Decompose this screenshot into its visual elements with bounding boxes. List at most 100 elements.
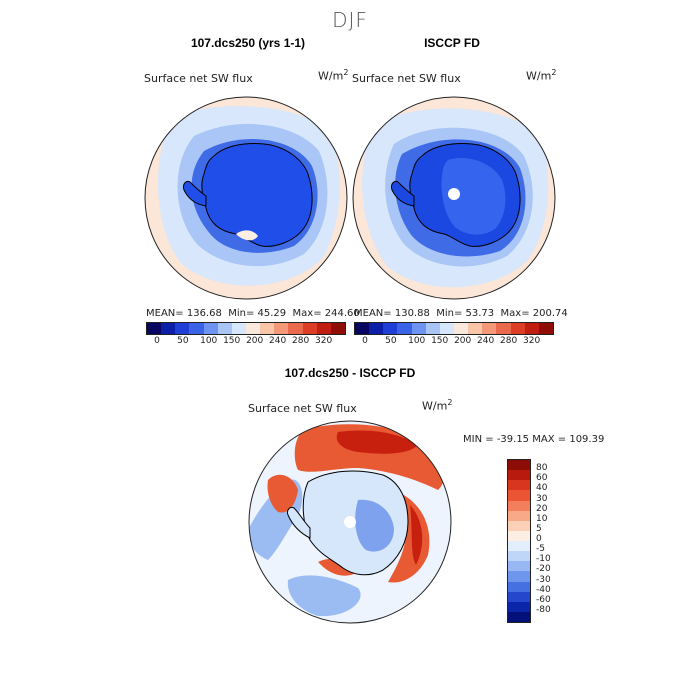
colorbar-swatch (508, 490, 530, 501)
colorbar-swatch (330, 323, 345, 334)
colorbar-tick-label: 20 (536, 503, 548, 514)
colorbar-swatch (508, 601, 530, 612)
colorbar-tick-label: 320 (523, 336, 541, 346)
colorbar-swatch (383, 323, 398, 334)
colorbar-tick-label: 5 (536, 523, 542, 534)
colorbar-tick-label: 10 (536, 513, 548, 524)
colorbar-tick-label: -60 (536, 594, 551, 605)
colorbar-swatch (453, 323, 469, 334)
colorbar-tick-label: 280 (292, 336, 310, 346)
colorbar-tick-label: -40 (536, 584, 551, 595)
colorbar-swatch (508, 510, 530, 521)
obs-variable-label: Surface net SW flux (352, 72, 461, 85)
colorbar-tick-label: 240 (269, 336, 287, 346)
colorbar-swatch (508, 520, 530, 531)
colorbar-tick-label: 60 (536, 473, 548, 484)
colorbar-swatch (510, 323, 525, 334)
colorbar-swatch (508, 591, 530, 602)
colorbar-swatch (189, 323, 204, 334)
colorbar-swatch (302, 323, 317, 334)
colorbar-tick-label: 50 (177, 336, 189, 346)
colorbar-swatch (468, 323, 483, 334)
obs-units-label: W/m2 (526, 68, 557, 83)
colorbar-swatch (508, 561, 530, 572)
colorbar-swatch (411, 323, 426, 334)
colorbar-tick-label: 280 (500, 336, 518, 346)
colorbar-swatch (439, 323, 454, 334)
colorbar-tick-label: 200 (454, 336, 472, 346)
obs-land-core (441, 158, 506, 235)
colorbar-swatch (496, 323, 511, 334)
colorbar-tick-label: 50 (385, 336, 397, 346)
colorbar-swatch (231, 323, 246, 334)
diff-colorbar (507, 459, 531, 623)
diff-polar-map (248, 420, 452, 624)
model-colorbar-ticks: 0 50 100 150 200 240 280 320 (146, 336, 344, 348)
colorbar-swatch (245, 323, 261, 334)
obs-pole-hole (448, 188, 460, 200)
diff-panel-title: 107.dcs250 - ISCCP FD (284, 366, 416, 380)
colorbar-tick-label: -10 (536, 554, 551, 565)
colorbar-tick-label: 100 (408, 336, 426, 346)
colorbar-swatch (397, 323, 412, 334)
colorbar-tick-label: 240 (477, 336, 495, 346)
colorbar-tick-label: 0 (362, 336, 368, 346)
diff-east-warm (388, 492, 430, 583)
diff-north-strong (336, 430, 418, 454)
model-colorbar (146, 322, 346, 335)
colorbar-swatch (508, 500, 530, 511)
figure-season-title: DJF (332, 8, 368, 32)
obs-colorbar-ticks: 0 50 100 150 200 240 280 320 (354, 336, 552, 348)
colorbar-swatch (538, 323, 553, 334)
colorbar-tick-label: 0 (154, 336, 160, 346)
diff-land-cool (355, 499, 394, 552)
colorbar-swatch (524, 323, 539, 334)
colorbar-swatch (175, 323, 190, 334)
colorbar-swatch (260, 323, 275, 334)
colorbar-tick-label: -80 (536, 604, 551, 615)
diff-pole-hole (344, 516, 356, 528)
colorbar-swatch (288, 323, 303, 334)
colorbar-swatch (508, 480, 530, 491)
colorbar-swatch (508, 581, 530, 592)
diff-south-cool (287, 575, 361, 617)
colorbar-swatch (508, 611, 530, 622)
colorbar-swatch (316, 323, 331, 334)
model-stats: MEAN= 136.68 Min= 45.29 Max= 244.60 (146, 308, 360, 319)
colorbar-tick-label: 0 (536, 534, 542, 544)
model-variable-label: Surface net SW flux (144, 72, 253, 85)
colorbar-swatch (508, 470, 530, 481)
colorbar-swatch (508, 571, 530, 582)
diff-peninsula (287, 507, 311, 539)
colorbar-swatch (508, 530, 530, 541)
obs-colorbar (354, 322, 554, 335)
obs-polar-map (352, 96, 556, 300)
diff-variable-label: Surface net SW flux (248, 402, 357, 415)
obs-stats: MEAN= 130.88 Min= 53.73 Max= 200.74 (354, 308, 568, 319)
model-ice-shelf (236, 230, 258, 241)
colorbar-swatch (203, 323, 218, 334)
model-peninsula (183, 181, 207, 207)
colorbar-swatch (508, 551, 530, 562)
diff-east-strong (410, 505, 423, 565)
model-map-border (144, 96, 348, 300)
model-panel-title: 107.dcs250 (yrs 1-1) (190, 36, 306, 50)
colorbar-tick-label: 150 (223, 336, 241, 346)
diff-stats: MIN = -39.15 MAX = 109.39 (463, 434, 605, 445)
obs-map-border (352, 96, 556, 300)
colorbar-tick-label: 40 (536, 483, 548, 494)
model-polar-map (144, 96, 348, 300)
model-antarctica-land (201, 143, 313, 247)
colorbar-swatch (508, 460, 530, 471)
colorbar-swatch (369, 323, 384, 334)
colorbar-tick-label: 80 (536, 463, 548, 474)
colorbar-swatch (147, 323, 162, 334)
colorbar-tick-label: 150 (431, 336, 449, 346)
colorbar-swatch (274, 323, 289, 334)
colorbar-tick-label: -30 (536, 574, 551, 585)
colorbar-tick-label: 100 (200, 336, 218, 346)
colorbar-tick-label: 30 (536, 493, 548, 504)
obs-panel-title: ISCCP FD (424, 36, 480, 50)
model-units-label: W/m2 (318, 68, 349, 83)
obs-peninsula (391, 181, 415, 207)
